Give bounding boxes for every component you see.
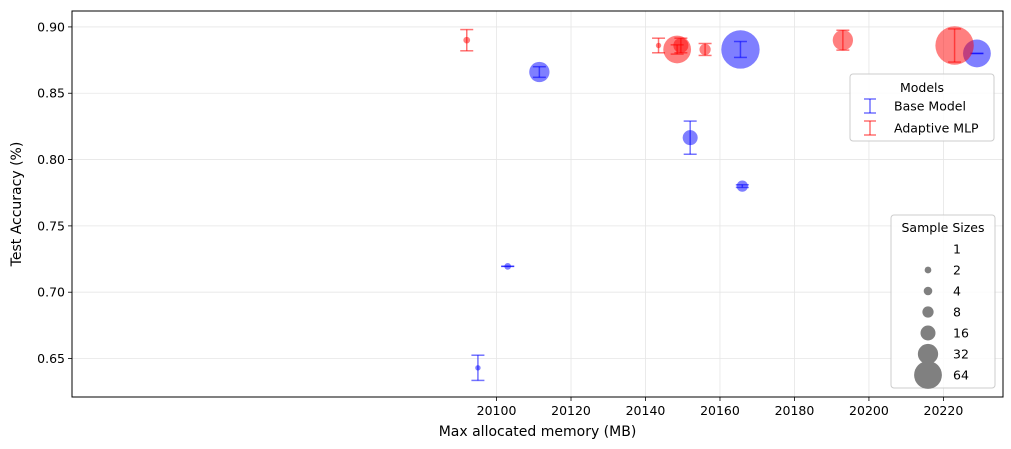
error-bar	[460, 28, 474, 52]
error-bar	[652, 37, 666, 54]
legend-size-label: 4	[953, 284, 961, 299]
error-bar	[698, 42, 712, 57]
legend-size-label: 64	[953, 368, 969, 383]
legend-models-marker	[864, 120, 876, 136]
legend-size-label: 16	[953, 326, 969, 341]
legend-models-marker	[864, 98, 876, 114]
y-axis-label: Test Accuracy (%)	[9, 142, 25, 268]
legend-models-title: Models	[900, 80, 944, 95]
error-bar	[674, 37, 688, 54]
x-tick-label: 20180	[775, 403, 815, 418]
legend-models: Models Base Model Adaptive MLP	[849, 73, 995, 142]
legend-size-marker	[917, 343, 939, 365]
error-bar	[683, 120, 697, 156]
legend-size-marker	[920, 325, 936, 341]
legend-size-label: 1	[953, 242, 961, 257]
error-bar	[735, 184, 749, 189]
legend-sizes-title: Sample Sizes	[901, 220, 984, 235]
legend-size-label: 8	[953, 305, 961, 320]
legend-models-label: Adaptive MLP	[894, 121, 979, 136]
x-axis-label: Max allocated memory (MB)	[439, 424, 637, 440]
legend-size-label: 32	[953, 347, 969, 362]
legend-sample-sizes: Sample Sizes 1 2 4 8 16 32 64	[890, 214, 996, 389]
legend-size-label: 2	[953, 263, 961, 278]
grid	[72, 11, 1003, 397]
x-tick-label: 20100	[477, 403, 517, 418]
x-tick-label: 20220	[924, 403, 964, 418]
legend-models-frame	[849, 73, 995, 142]
legend-size-marker	[922, 306, 934, 318]
x-tick-label: 20120	[551, 403, 591, 418]
error-bar	[471, 354, 485, 382]
legend-size-marker	[914, 361, 942, 389]
x-tick-label: 20160	[700, 403, 740, 418]
y-tick-label: 0.65	[37, 351, 65, 366]
series-adaptive-mlp	[460, 26, 974, 65]
axes-frame	[71, 10, 1004, 398]
error-bar	[733, 40, 747, 59]
legend-models-label: Base Model	[894, 99, 966, 114]
legend-size-marker	[924, 266, 932, 274]
legend-sizes-frame	[890, 214, 996, 389]
error-bar	[836, 29, 850, 51]
x-tick-label: 20200	[849, 403, 889, 418]
y-tick-label: 0.70	[37, 285, 65, 300]
y-tick-label: 0.85	[37, 86, 65, 101]
y-tick-label: 0.80	[37, 152, 65, 167]
x-tick-label: 20140	[626, 403, 666, 418]
y-tick-label: 0.75	[37, 218, 65, 233]
error-bar	[532, 65, 546, 79]
legend-size-marker	[923, 286, 933, 296]
error-bar	[948, 28, 962, 63]
y-tick-label: 0.90	[37, 19, 65, 34]
